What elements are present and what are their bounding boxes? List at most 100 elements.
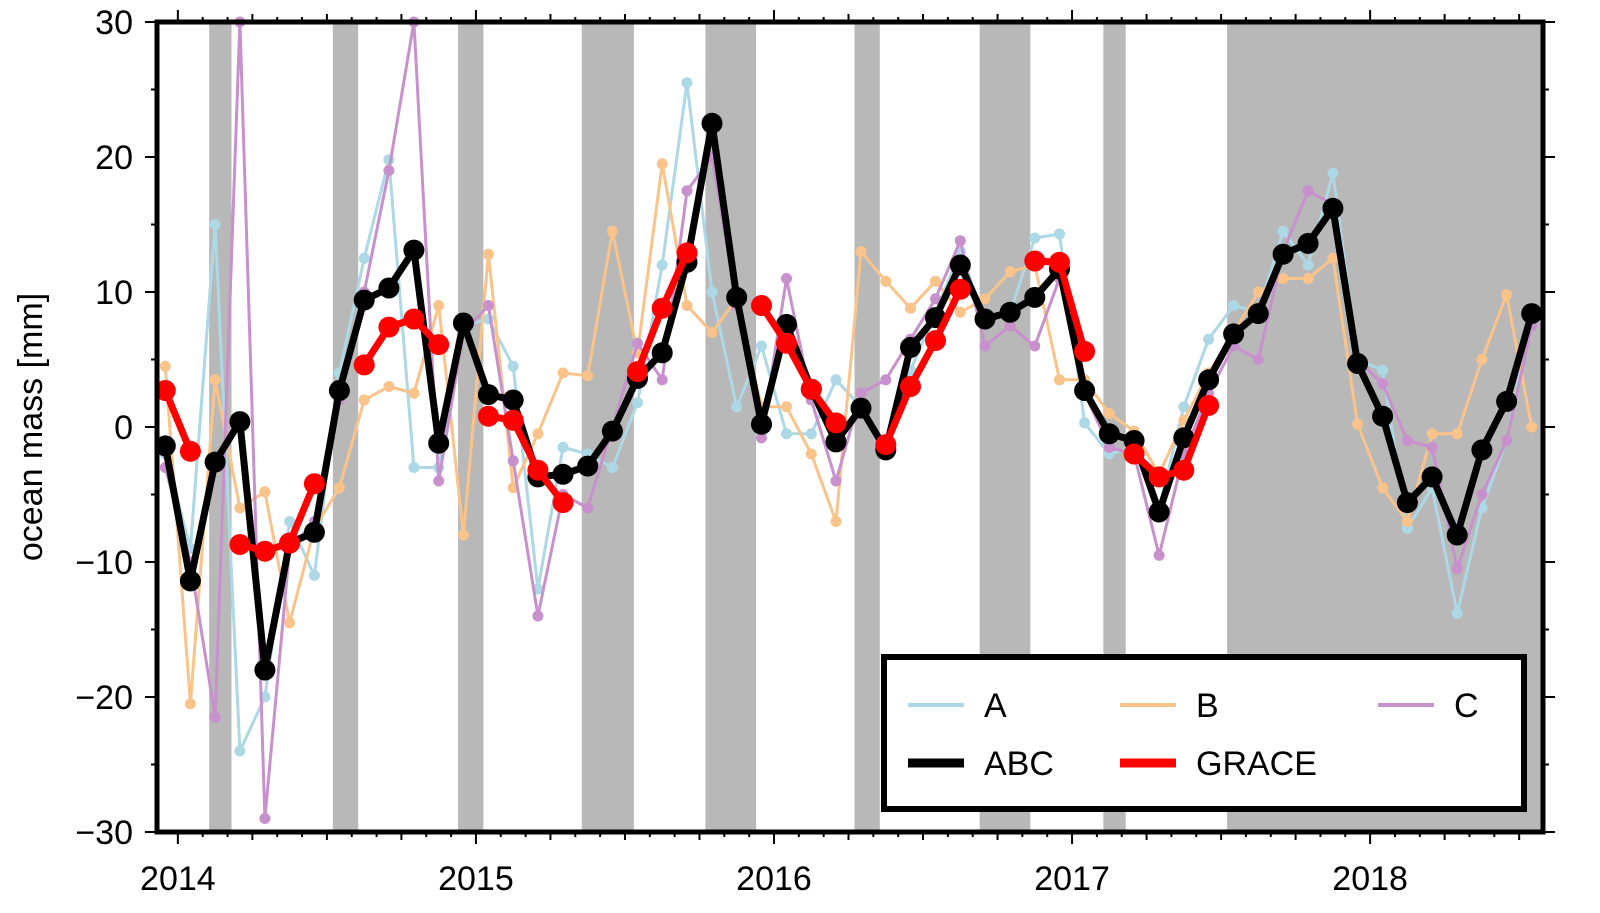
data-point [557,441,569,453]
data-point [651,342,673,364]
series-line [161,387,194,455]
data-point [1526,421,1538,433]
data-point [681,77,693,89]
data-point [353,354,375,376]
data-point [383,381,395,392]
legend-box [881,654,1527,812]
data-point [979,340,991,352]
data-point [1252,354,1264,365]
series-line [882,285,964,449]
data-point [557,367,569,379]
data-point [601,420,623,442]
data-point [1322,197,1344,219]
data-point [154,380,176,401]
data-point [428,432,450,454]
data-point [954,235,966,247]
data-point [1054,228,1065,240]
data-point [507,360,519,372]
data-point [875,434,897,456]
data-point [1421,466,1443,488]
data-point [333,482,345,494]
data-point [552,492,574,514]
data-point [900,336,921,358]
x-tick-label: 2017 [1034,860,1110,898]
data-point [805,448,817,460]
y-tick-label: 20 [95,139,133,177]
data-point [204,451,226,473]
data-point [433,300,445,311]
data-point [1178,401,1190,413]
data-point [905,302,916,314]
data-point [552,463,574,485]
data-point [781,273,792,284]
data-point [606,462,618,473]
data-point [209,374,221,386]
data-point [532,610,544,622]
data-point [358,252,370,264]
data-point [1347,353,1369,374]
data-point [706,327,718,338]
data-point [328,380,350,401]
data-point [830,516,842,527]
data-point [1501,289,1513,301]
data-point [378,316,400,338]
data-point [1302,273,1314,284]
data-point [259,813,271,824]
data-point [1054,374,1065,386]
data-point [184,698,196,710]
data-point [1074,380,1096,401]
legend-label: B [1196,687,1219,725]
legend-item-a: A [908,687,1007,725]
data-point [1327,252,1339,264]
data-point [900,376,921,397]
data-point [408,462,420,473]
data-point [452,312,474,334]
data-point [1277,225,1289,237]
data-point [1451,607,1463,619]
data-point [701,112,723,134]
data-point [303,473,325,495]
data-point [930,275,941,287]
data-point [1302,259,1314,271]
series-line [360,315,443,369]
data-point [925,330,946,352]
data-point [1079,417,1091,429]
data-point [1228,300,1240,311]
data-point [1451,428,1463,440]
data-point [502,409,524,431]
data-point [825,431,847,453]
data-point [1123,443,1145,465]
series-line [163,20,1534,820]
data-point [1327,167,1339,179]
data-point [756,432,767,444]
data-point [880,374,892,386]
data-point [1148,466,1170,488]
data-point [830,374,842,386]
data-point [254,659,276,681]
data-point [1103,441,1115,453]
data-point [279,532,301,554]
data-point [308,570,320,581]
data-point [159,360,171,372]
data-point [433,475,445,487]
data-point [756,340,767,352]
data-point [632,337,643,349]
data-point [1024,250,1046,272]
data-point [930,293,941,305]
data-point [1401,435,1413,446]
data-point [353,289,375,311]
data-point [1446,524,1468,546]
data-point [1029,232,1041,244]
x-tick-label: 2014 [140,860,216,898]
data-point [1476,354,1488,365]
x-tick-label: 2016 [736,860,812,898]
data-point [651,297,673,319]
y-tick-label: 30 [95,4,133,42]
data-point [1496,390,1518,412]
axis-ticks [145,10,1555,844]
data-point [477,405,499,427]
data-point [855,387,867,399]
data-point [1501,435,1513,446]
